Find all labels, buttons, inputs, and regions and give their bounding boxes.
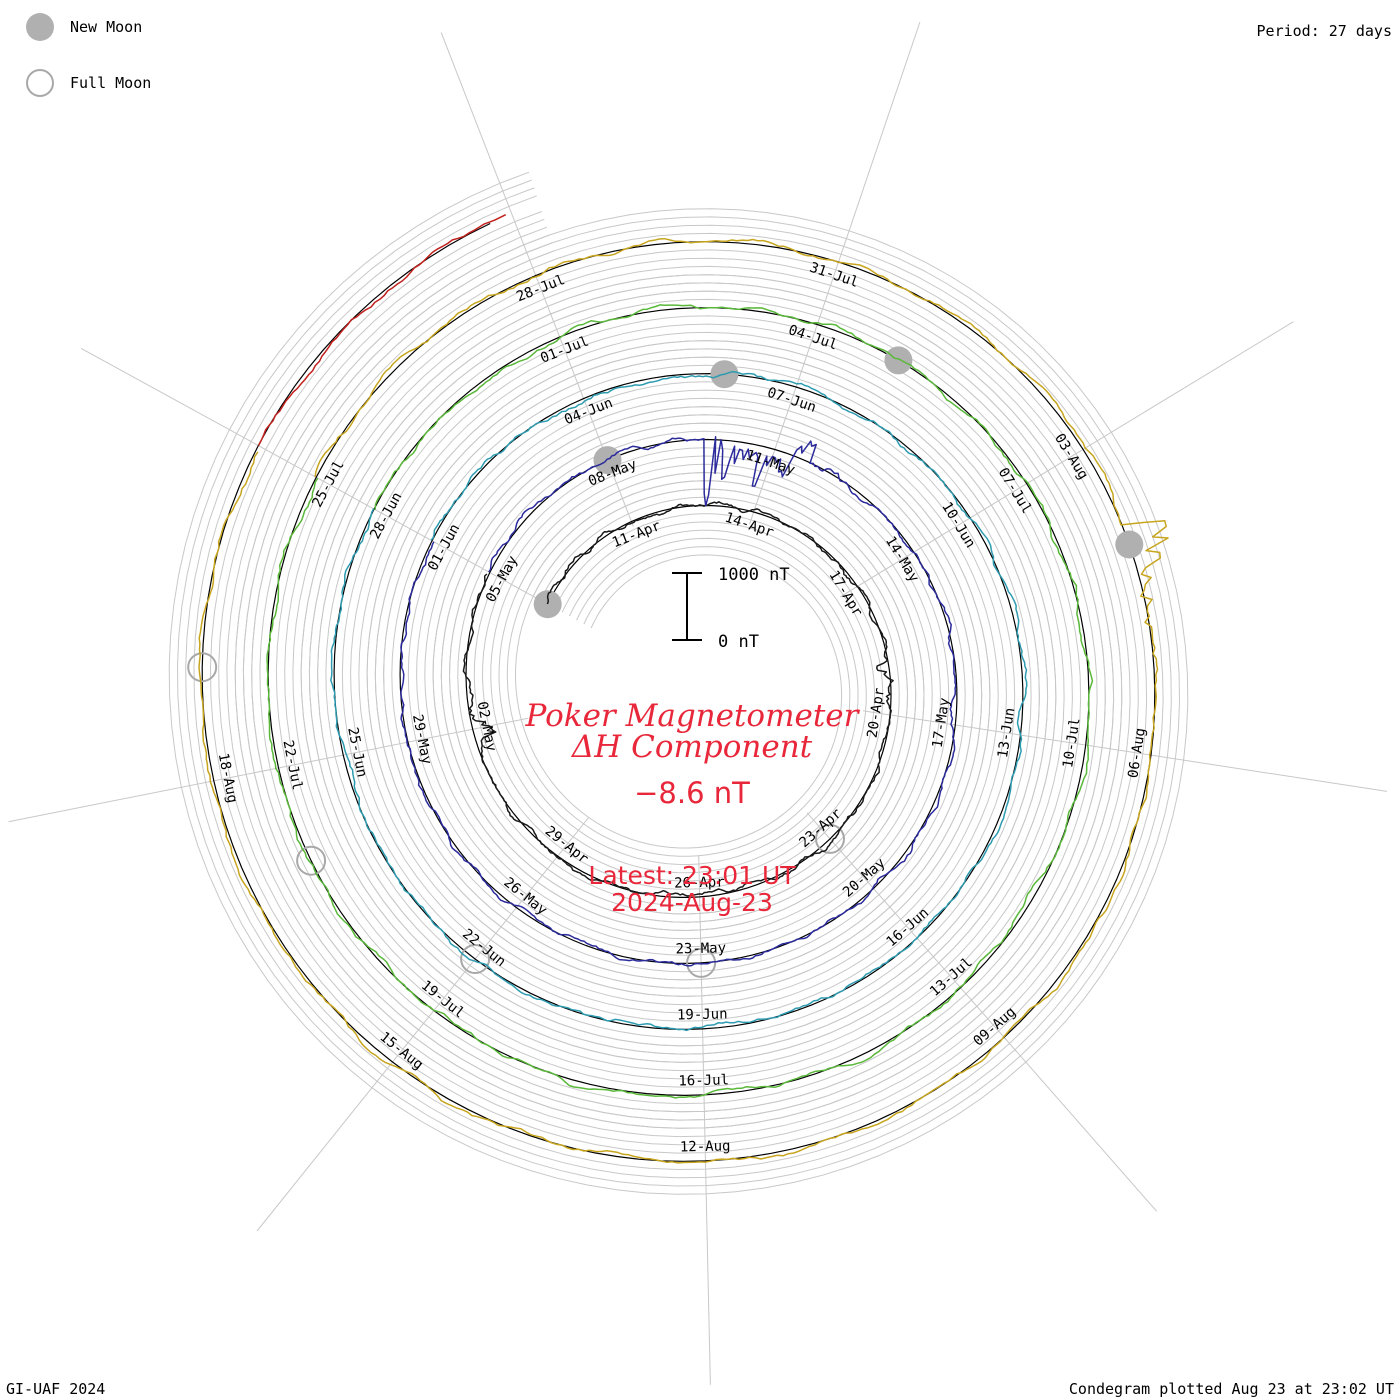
- grid-spoke: [256, 817, 589, 1232]
- date-label: 20-Apr: [864, 687, 887, 739]
- spiral-grid: [168, 171, 1189, 1195]
- full-moon-marker: [460, 944, 491, 974]
- trace-cycle-5: [198, 237, 1169, 1164]
- grid-spiral: [185, 187, 1172, 1179]
- date-label: 26-Apr: [674, 874, 725, 891]
- full-moon-marker: [187, 652, 218, 683]
- credit-label: GI-UAF 2024: [6, 1380, 106, 1398]
- date-label: 18-Aug: [215, 752, 241, 805]
- moon-markers: [187, 346, 1144, 978]
- grid-spoke: [806, 812, 1157, 1212]
- new-moon-marker: [1115, 530, 1144, 559]
- date-label: 16-Jul: [678, 1072, 729, 1089]
- full-moon-marker: [296, 845, 327, 876]
- date-label: 19-Jun: [677, 1006, 728, 1023]
- legend-full-moon: Full Moon: [26, 68, 151, 98]
- latest-date: 2024-Aug-23: [611, 888, 773, 917]
- full-moon-marker: [815, 823, 845, 854]
- date-label: 25-Jun: [344, 726, 370, 779]
- date-label: 19-Jul: [418, 978, 467, 1022]
- full-moon-icon: [26, 69, 54, 97]
- full-moon-label: Full Moon: [70, 74, 152, 92]
- full-moon-marker: [686, 947, 717, 978]
- date-label: 28-Jun: [367, 490, 405, 542]
- grid-spiral: [168, 171, 1189, 1195]
- date-label: 10-Jul: [1060, 717, 1083, 769]
- date-label: 13-Jun: [995, 707, 1018, 759]
- grid-spoke: [840, 321, 1294, 598]
- trace-cycle-4: [266, 304, 1094, 1099]
- date-label: 29-Apr: [542, 823, 591, 867]
- date-label: 01-Jun: [425, 521, 463, 573]
- grid-spoke: [80, 347, 547, 604]
- trace-cycle-6: [257, 214, 507, 446]
- date-label: 12-Aug: [680, 1138, 731, 1155]
- chart-subtitle: ΔH Component: [571, 729, 813, 765]
- current-value: −8.6 nT: [634, 776, 750, 810]
- date-label: 15-Aug: [377, 1029, 426, 1073]
- latest-time: Latest: 23:01 UT: [588, 861, 796, 890]
- radial-spokes: [8, 21, 1387, 1385]
- grid-spiral: [218, 218, 1139, 1146]
- chart-title: Poker Magnetometer: [525, 698, 861, 734]
- new-moon-icon: [26, 13, 54, 41]
- grid-spoke: [440, 32, 634, 527]
- grid-spoke: [8, 717, 529, 823]
- new-moon-marker: [593, 446, 622, 475]
- new-moon-label: New Moon: [70, 18, 143, 36]
- period-label: Period: 27 days: [1256, 22, 1392, 40]
- new-moon-marker: [884, 346, 913, 375]
- date-label: 17-May: [930, 697, 953, 749]
- moon-legend: New Moon Full Moon: [26, 12, 151, 124]
- legend-new-moon: New Moon: [26, 12, 151, 42]
- grid-spiral: [193, 195, 1164, 1171]
- trace-cycle-3: [330, 371, 1028, 1032]
- new-moon-marker: [533, 590, 562, 619]
- date-label: 23-May: [675, 940, 726, 957]
- date-label: 26-May: [500, 875, 549, 919]
- scale-bottom-label: 0 nT: [718, 632, 759, 652]
- data-traces: [198, 214, 1169, 1164]
- plot-timestamp: Condegram plotted Aug 23 at 23:02 UT: [1068, 1380, 1394, 1398]
- grid-spiral: [176, 179, 1181, 1187]
- trace-cycle-1: [462, 501, 894, 897]
- grid-spiral: [226, 226, 1131, 1138]
- date-label: 05-May: [483, 553, 521, 605]
- trace-cycle-2: [400, 436, 957, 967]
- scale-bar: 1000 nT 0 nT: [672, 565, 790, 652]
- date-label: 06-Aug: [1125, 727, 1148, 779]
- grid-spoke: [698, 854, 711, 1385]
- date-label: 22-Jul: [279, 739, 305, 792]
- scale-top-label: 1000 nT: [718, 565, 790, 585]
- grid-spoke: [749, 21, 921, 525]
- grid-spiral: [209, 211, 1148, 1154]
- date-label: 03-Aug: [1051, 431, 1091, 483]
